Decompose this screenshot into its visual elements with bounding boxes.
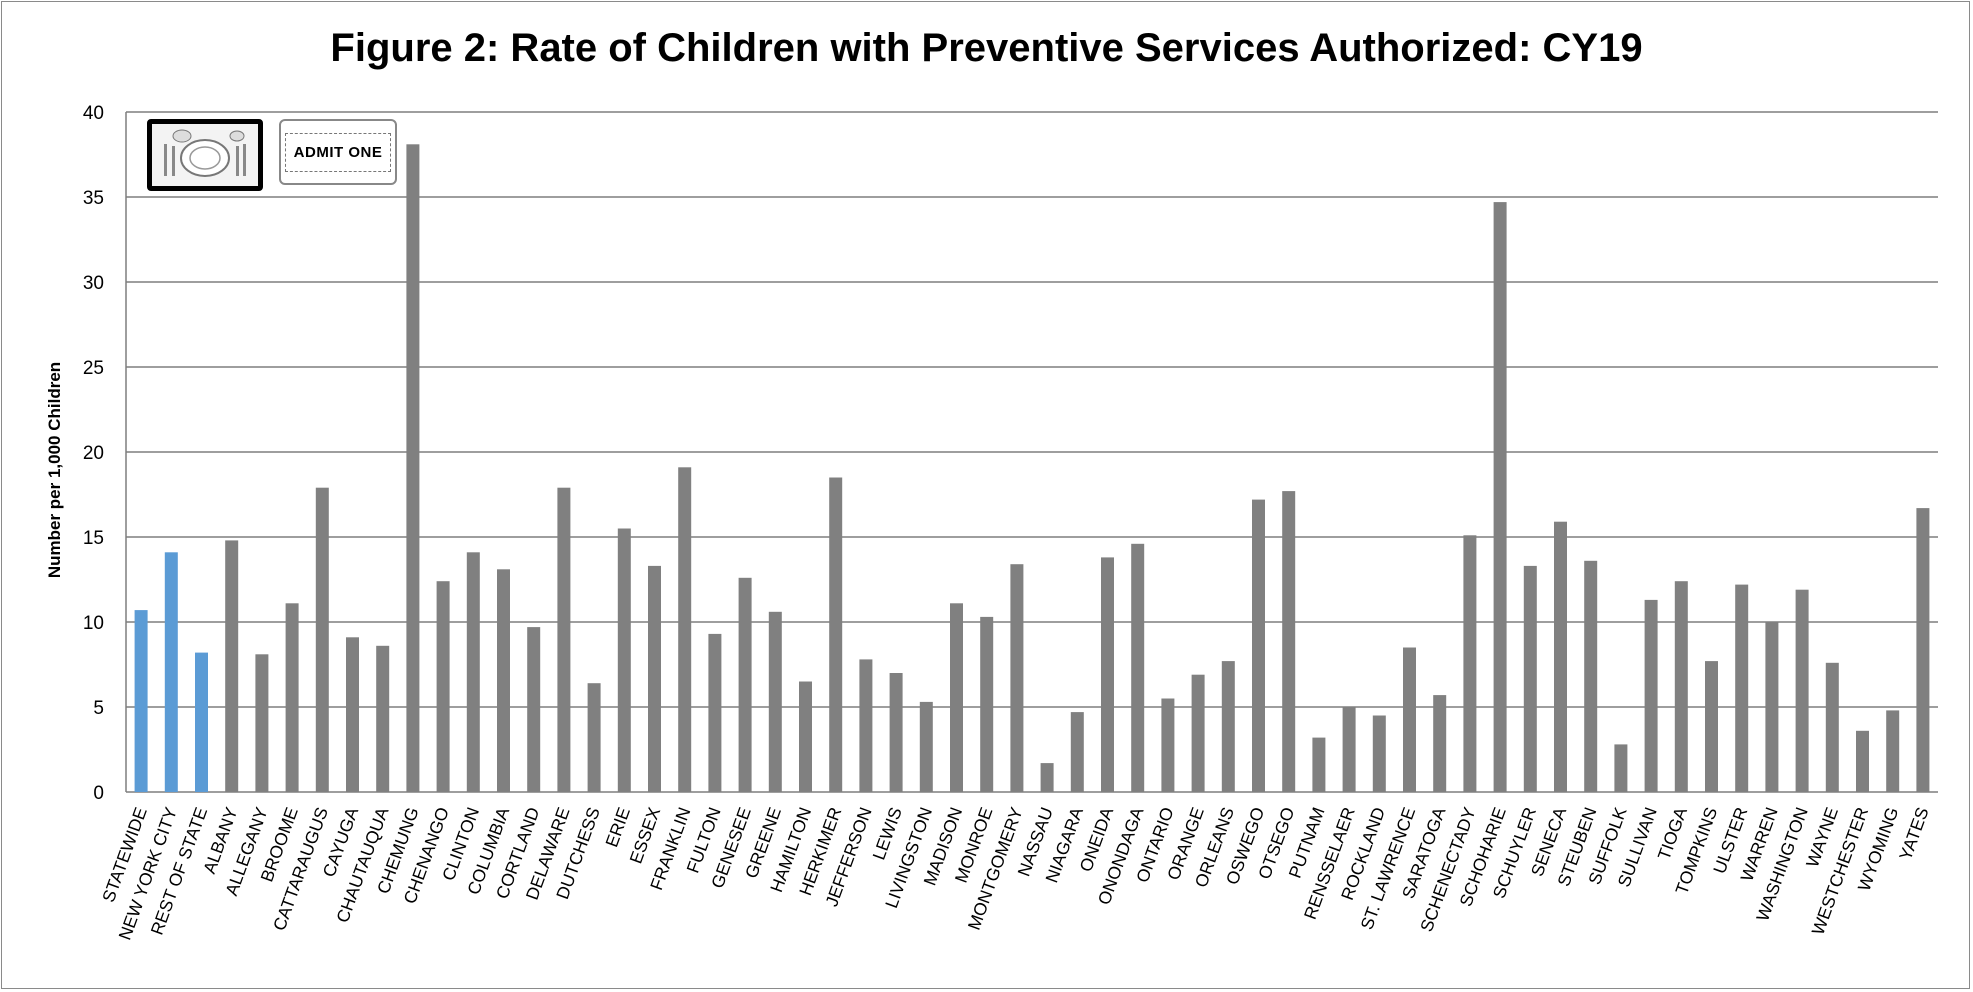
bar [889,673,903,792]
bar [859,659,873,792]
bar [617,528,631,792]
x-tick-label: ERIE [601,805,634,850]
bar [1463,535,1477,792]
bar [164,552,178,792]
bar [1705,661,1718,792]
y-tick-label: 0 [93,783,104,804]
bar [557,487,571,792]
bar [1342,707,1356,792]
bar [1523,565,1537,792]
bar [1584,560,1598,792]
bar [1886,710,1900,792]
bar [1644,599,1658,792]
bar [1282,491,1296,792]
bar [1101,557,1114,792]
chart-title: Figure 2: Rate of Children with Preventi… [330,26,1643,70]
bar [376,645,390,792]
bar [527,627,541,792]
bar [1010,564,1024,792]
bar [1825,662,1839,792]
bar [1795,589,1809,792]
bar [406,144,420,793]
bar [225,540,239,792]
bar [950,603,963,792]
y-tick-label: 40 [83,103,104,124]
bar [466,552,480,792]
decorative-icons: ADMIT ONE [147,119,397,191]
bar [285,603,299,792]
y-tick-label: 25 [83,358,104,379]
bar [1735,584,1749,792]
bar [1221,661,1235,792]
bar [1765,622,1779,792]
y-tick-label: 35 [83,188,104,209]
bar [1191,674,1205,792]
admit-one-ticket-icon: ADMIT ONE [279,119,397,185]
bar [1372,715,1386,792]
bar [1040,763,1054,792]
bar [678,467,692,792]
bar [1131,543,1145,792]
bar [1312,737,1326,792]
bar [1403,647,1416,792]
bar [497,569,510,792]
bar [1433,695,1447,792]
bar [799,681,812,792]
y-tick-label: 15 [83,528,104,549]
bar [1161,698,1175,792]
y-tick-label: 5 [93,698,104,719]
y-tick-label: 10 [83,613,104,634]
bar [1674,581,1688,792]
place-setting-icon [147,119,263,191]
bar [1252,499,1265,792]
bar [1856,730,1869,792]
bar [648,565,661,792]
bar [134,610,148,792]
bar [919,701,933,792]
bar [255,654,269,792]
bar [738,577,752,792]
bar [768,611,782,792]
bar [1916,508,1930,792]
bar [1070,712,1084,792]
bar [195,652,208,792]
bar [346,637,359,792]
bar [708,633,722,792]
ticket-text: ADMIT ONE [284,132,392,172]
bar [1614,744,1628,792]
y-tick-label: 30 [83,273,104,294]
bar [829,477,843,792]
bar [980,616,994,792]
bar [587,683,601,792]
bar [1493,202,1507,793]
bar [315,487,329,792]
bar [436,581,450,792]
bar [1554,521,1567,792]
y-tick-label: 20 [83,443,104,464]
